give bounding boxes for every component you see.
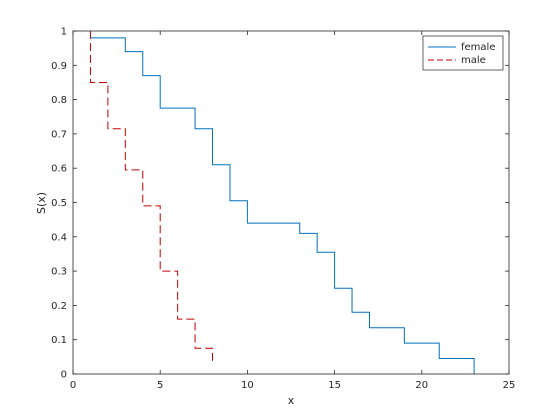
x-tick-label: 20: [415, 380, 428, 391]
legend-box: [422, 35, 504, 71]
plot-area: [73, 31, 509, 374]
y-tick-label: 0.9: [51, 61, 67, 72]
y-tick-label: 0.3: [51, 267, 67, 278]
x-tick-label: 5: [157, 380, 163, 391]
y-tick-label: 0.5: [51, 198, 67, 209]
legend-label-female: female: [461, 42, 495, 53]
y-tick-label: 0.4: [51, 232, 67, 243]
x-axis-label: x: [288, 394, 295, 407]
y-tick-label: 1: [61, 27, 67, 38]
series-line-female: [90, 37, 475, 374]
x-tick-label: 0: [70, 380, 76, 391]
y-tick-label: 0.6: [51, 164, 67, 175]
legend: female male: [422, 35, 504, 71]
x-tick-label: 25: [503, 380, 516, 391]
y-tick-label: 0.2: [51, 301, 67, 312]
y-axis-label: S(x): [35, 192, 48, 214]
series-line-male: [89, 31, 214, 362]
x-tick-label: 10: [241, 380, 254, 391]
x-tick-label: 15: [328, 380, 341, 391]
y-tick-label: 0.8: [51, 95, 67, 106]
axes-layer: 0 5 10 15 20 25 0 0.1 0.2 0.3 0.4 0.5 0.6 0.7 0.8 0.9 1: [51, 27, 515, 392]
series-layer: [89, 31, 475, 374]
y-tick-label: 0.7: [51, 129, 67, 140]
y-tick-label: 0: [61, 370, 67, 381]
legend-label-male: male: [461, 55, 486, 66]
y-tick-label: 0.1: [51, 335, 67, 346]
